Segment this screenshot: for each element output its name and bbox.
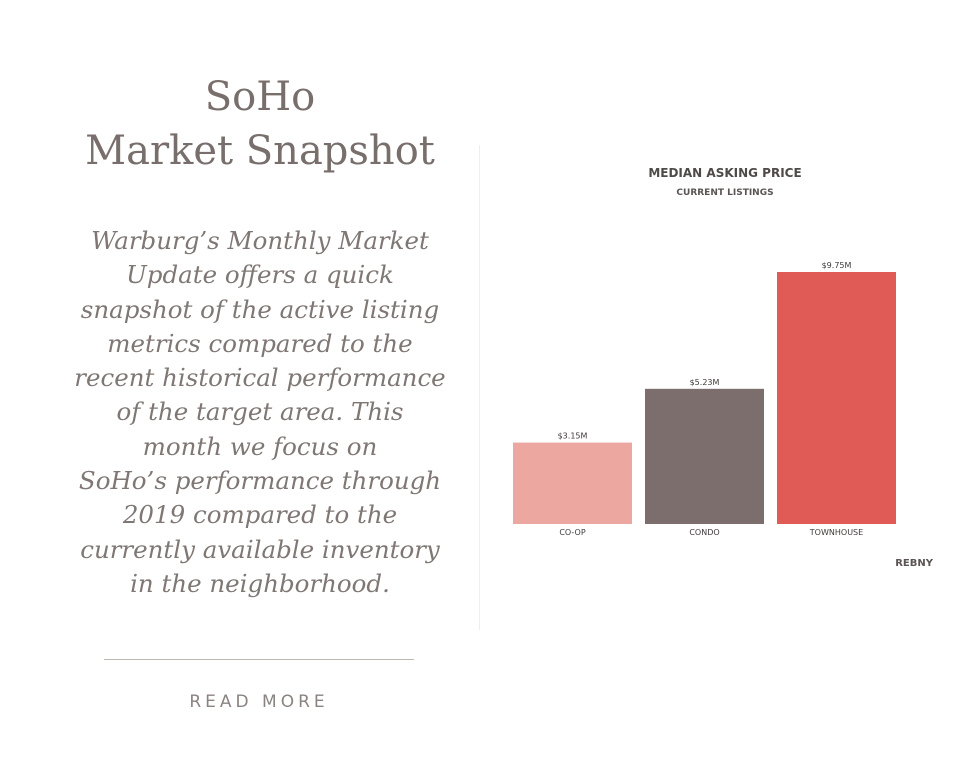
category-label: CO-OP xyxy=(559,528,586,537)
description-line: SoHo’s performance through xyxy=(78,466,442,496)
category-label: CONDO xyxy=(689,528,719,537)
chart-subtitle: CURRENT LISTINGS xyxy=(676,188,773,198)
description-line: in the neighborhood. xyxy=(130,568,390,598)
description-line: 2019 compared to the xyxy=(122,500,398,530)
title-line-2: Market Snapshot xyxy=(85,128,435,174)
column-divider xyxy=(479,145,480,630)
divider xyxy=(104,659,414,660)
bar-value-label: $3.15M xyxy=(558,432,588,441)
description-line: month we focus on xyxy=(142,431,378,461)
description-line: Warburg’s Monthly Market xyxy=(91,226,429,255)
bars-layer: $3.15M CO-OP $5.23M CONDO $9.75M TOWNHOUSE xyxy=(513,261,896,537)
bar-value-label: $9.75M xyxy=(822,261,852,270)
bar-townhouse xyxy=(777,272,896,524)
page-title: SoHo Market Snapshot xyxy=(60,70,460,178)
median-asking-price-chart: MEDIAN ASKING PRICE CURRENT LISTINGS $3.… xyxy=(480,140,960,600)
title-line-1: SoHo xyxy=(204,74,316,120)
chart-source: REBNY xyxy=(895,558,934,569)
description-line: metrics compared to the xyxy=(107,328,413,358)
article-intro: SoHo Market Snapshot Warburg’s Monthly M… xyxy=(60,70,460,601)
article-description: Warburg’s Monthly Market Update offers a… xyxy=(60,224,460,601)
bar-co-op xyxy=(513,442,632,524)
bar-condo xyxy=(645,388,764,524)
chart-title: MEDIAN ASKING PRICE xyxy=(648,166,801,180)
description-line: of the target area. This xyxy=(116,397,404,427)
chart-svg: MEDIAN ASKING PRICE CURRENT LISTINGS $3.… xyxy=(513,166,934,569)
description-line: Update offers a quick xyxy=(126,260,394,290)
bar-value-label: $5.23M xyxy=(690,378,720,387)
description-line: snapshot of the active listing xyxy=(80,294,440,324)
category-label: TOWNHOUSE xyxy=(809,528,863,537)
description-line: recent historical performance xyxy=(74,363,446,393)
read-more-link[interactable]: READ MORE xyxy=(189,692,329,712)
description-line: currently available inventory xyxy=(80,534,440,564)
